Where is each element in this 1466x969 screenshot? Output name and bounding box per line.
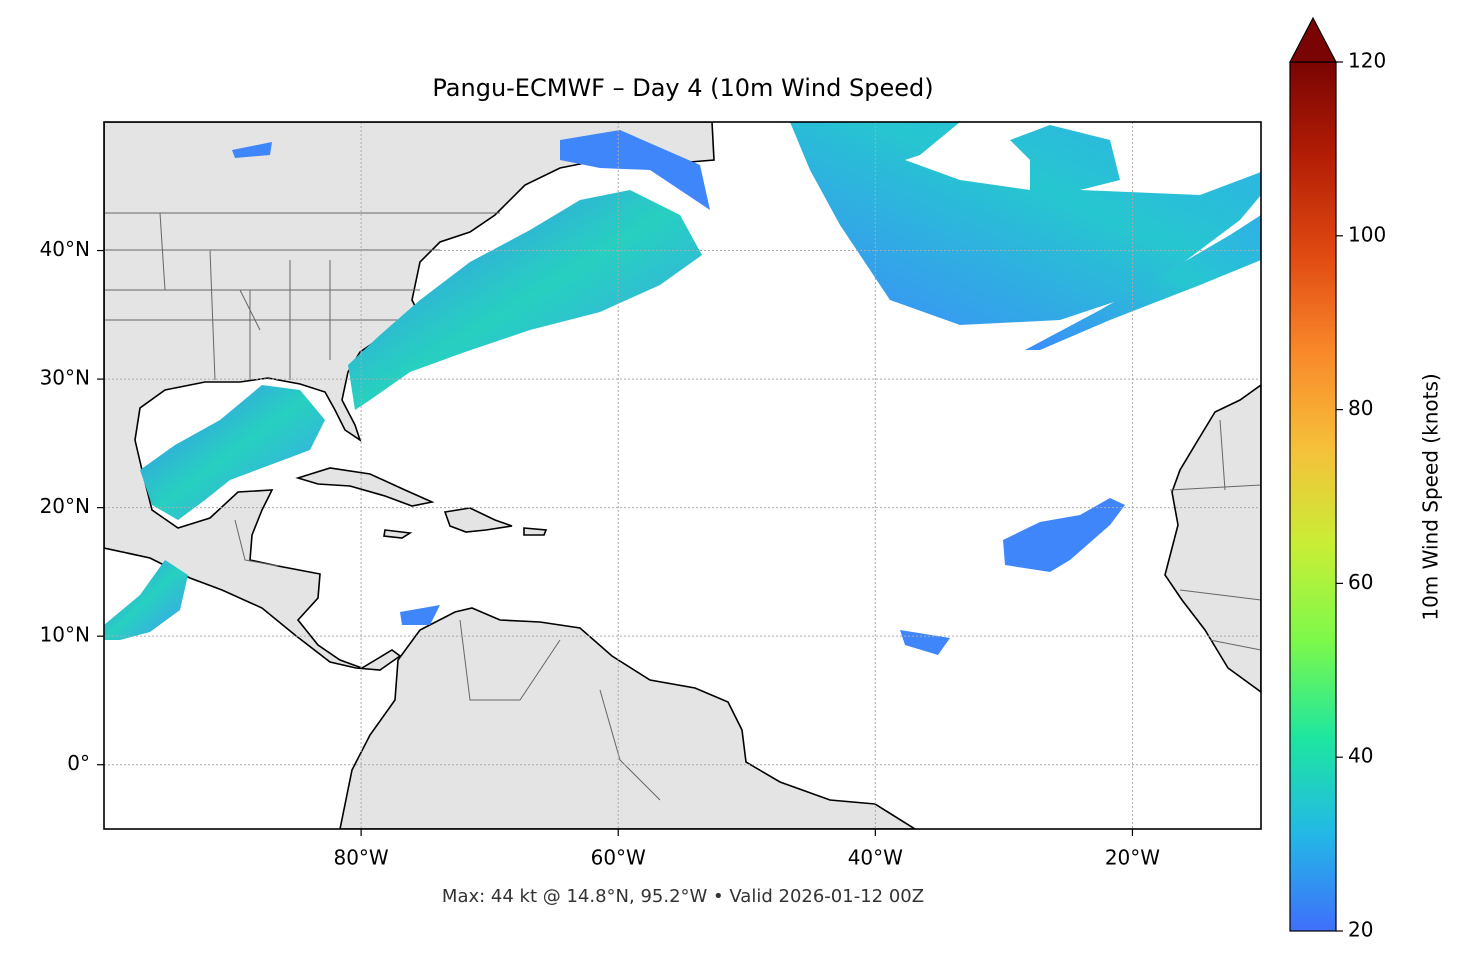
colorbar-tick-label: 40 — [1348, 744, 1373, 768]
wind-field — [348, 190, 702, 410]
north-america — [104, 122, 715, 671]
colorbar-extend — [1289, 16, 1337, 63]
x-tick-label: 80°W — [333, 846, 388, 870]
y-tick-label: 10°N — [40, 623, 90, 647]
jamaica — [383, 529, 413, 539]
puerto-rico — [523, 527, 548, 536]
annotation: Max: 44 kt @ 14.8°N, 95.2°W • Valid 2026… — [442, 886, 924, 907]
wind-field — [790, 122, 1261, 325]
colorbar-tick-label: 60 — [1348, 570, 1373, 594]
borders — [104, 212, 1261, 801]
south-america — [339, 607, 917, 829]
y-tick-label: 40°N — [40, 237, 90, 261]
wind-field — [140, 385, 325, 520]
colorbar-tick-label: 80 — [1348, 396, 1373, 420]
cuba — [295, 467, 435, 507]
y-tick-label: 20°N — [40, 494, 90, 518]
y-tick-label: 30°N — [40, 366, 90, 390]
colorbar-tick-label: 120 — [1348, 49, 1386, 73]
map — [104, 122, 1261, 829]
x-tick-label: 60°W — [591, 846, 646, 870]
chart-title: Pangu-ECMWF – Day 4 (10m Wind Speed) — [432, 74, 933, 102]
map-frame — [103, 121, 1262, 830]
x-tick-label: 40°W — [848, 846, 903, 870]
africa — [1164, 384, 1261, 693]
x-tick-label: 20°W — [1105, 846, 1160, 870]
colorbar-tick-label: 20 — [1348, 918, 1373, 942]
hispaniola — [443, 507, 513, 533]
y-tick-label: 0° — [67, 751, 90, 775]
colorbar-tick-label: 100 — [1348, 222, 1386, 246]
wind-field — [104, 560, 188, 640]
colorbar — [1289, 61, 1337, 932]
axes: 80°W 60°W 40°W 20°W 0° 10°N 20°N 30°N 40°N 20 40 60… — [40, 16, 1386, 942]
colorbar-label: 10m Wind Speed (knots) — [1419, 373, 1443, 620]
